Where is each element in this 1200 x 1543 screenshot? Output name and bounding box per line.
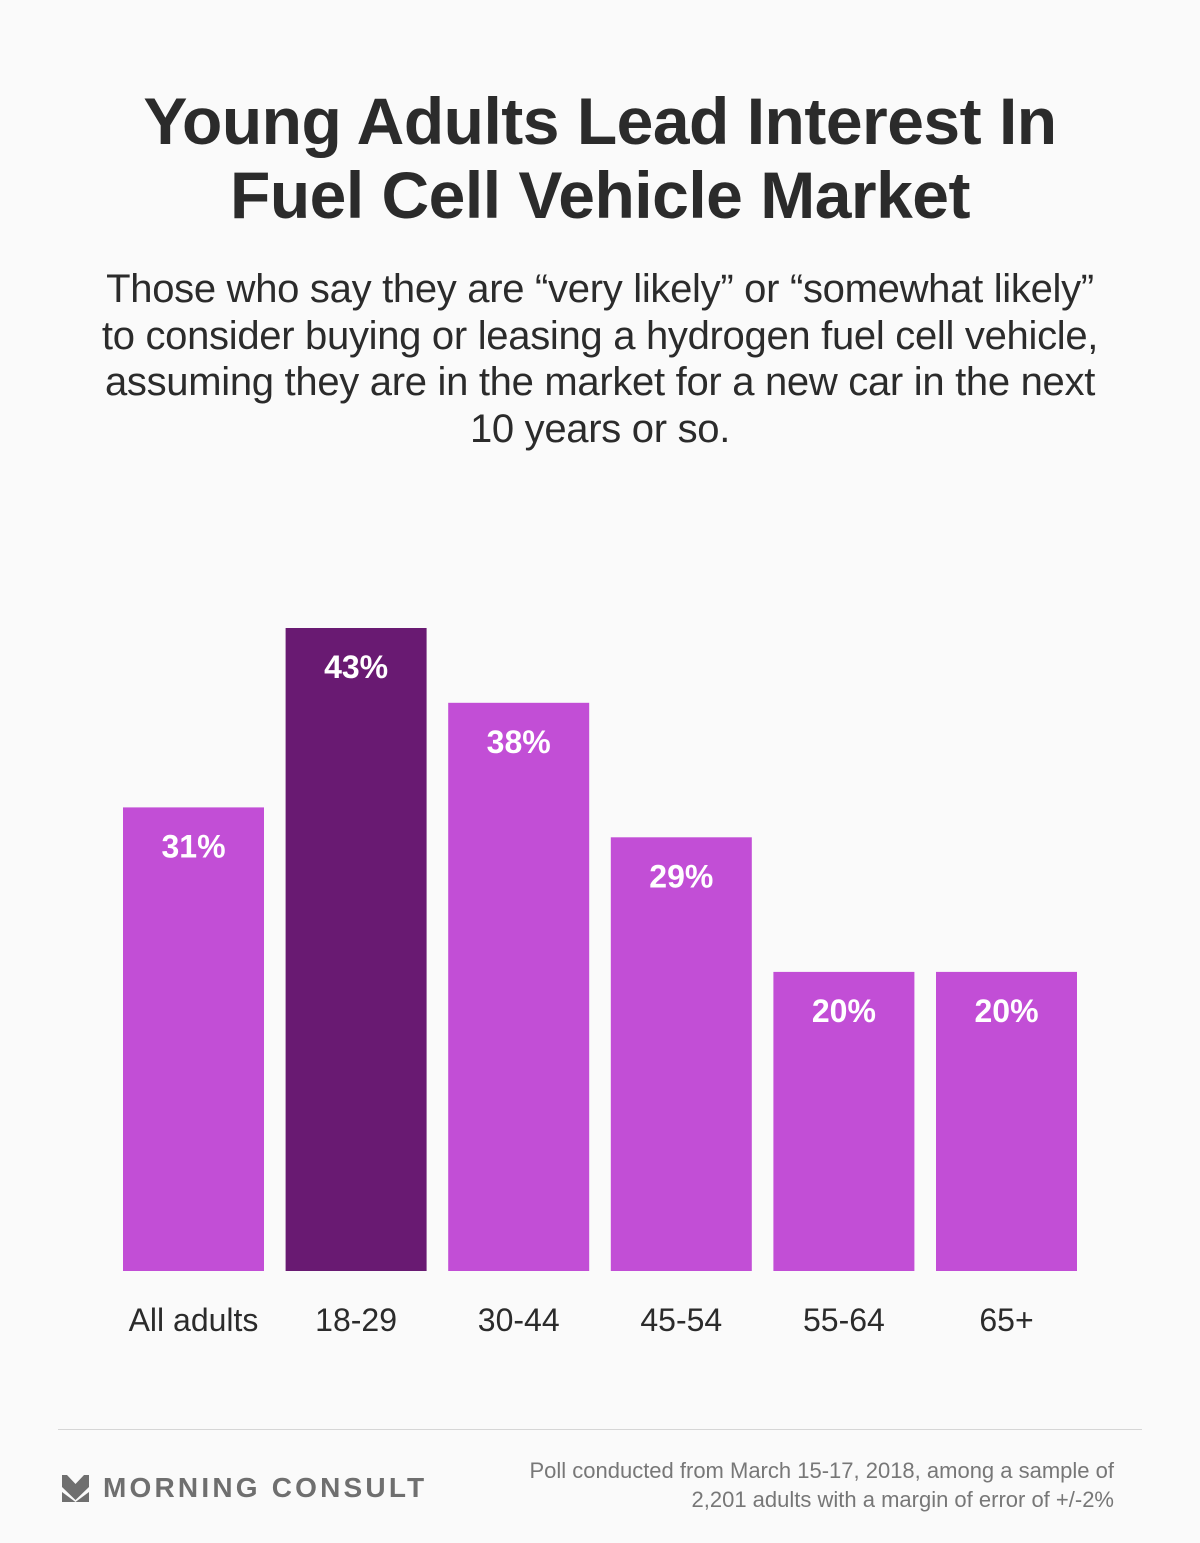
bar-value-label: 38% [487, 724, 551, 760]
bar-value-label: 31% [161, 828, 225, 864]
bar-65- [936, 971, 1077, 1271]
bar-18-29 [285, 628, 427, 1271]
category-label: 65+ [979, 1302, 1033, 1338]
bar-value-label: 29% [649, 858, 713, 894]
chart-title-line-1: Young Adults Lead Interest In [143, 84, 1057, 158]
brand: MORNING CONSULT [62, 1470, 427, 1506]
bar-chart: 31% 43% 38% 29% 20% 20% All adults 18-29 30-44 4… [123, 628, 1077, 1338]
morning-consult-chevron-logo-icon [62, 1474, 89, 1502]
bar-30-44 [448, 702, 590, 1271]
category-label: 18-29 [315, 1302, 397, 1338]
category-label: All adults [129, 1302, 259, 1338]
footer-divider [58, 1429, 1142, 1430]
category-label: 30-44 [478, 1302, 560, 1338]
bar-45-54 [610, 837, 752, 1271]
bar-all-adults [123, 807, 264, 1271]
brand-name: MORNING CONSULT [103, 1472, 428, 1503]
source-note-line-2: 2,201 adults with a margin of error of +… [691, 1487, 1115, 1512]
value-label-group: 31% 43% 38% 29% 20% 20% [161, 649, 1038, 1029]
source-note: Poll conducted from March 15-17, 2018, a… [434, 1456, 1114, 1514]
chart-title-line-2: Fuel Cell Vehicle Market [230, 158, 970, 232]
category-label-group: All adults 18-29 30-44 45-54 55-64 65+ [129, 1302, 1034, 1338]
bar-value-label: 43% [324, 649, 388, 685]
chart-title: Young Adults Lead Interest In Fuel Cell … [0, 84, 1200, 232]
bar-55-64 [773, 971, 915, 1271]
bar-value-label: 20% [974, 993, 1038, 1029]
bar-value-label: 20% [812, 993, 876, 1029]
bar-group [123, 628, 1077, 1271]
category-label: 55-64 [803, 1302, 885, 1338]
source-note-line-1: Poll conducted from March 15-17, 2018, a… [529, 1458, 1114, 1483]
category-label: 45-54 [640, 1302, 722, 1338]
chart-subtitle: Those who say they are “very likely” or … [101, 267, 1099, 451]
